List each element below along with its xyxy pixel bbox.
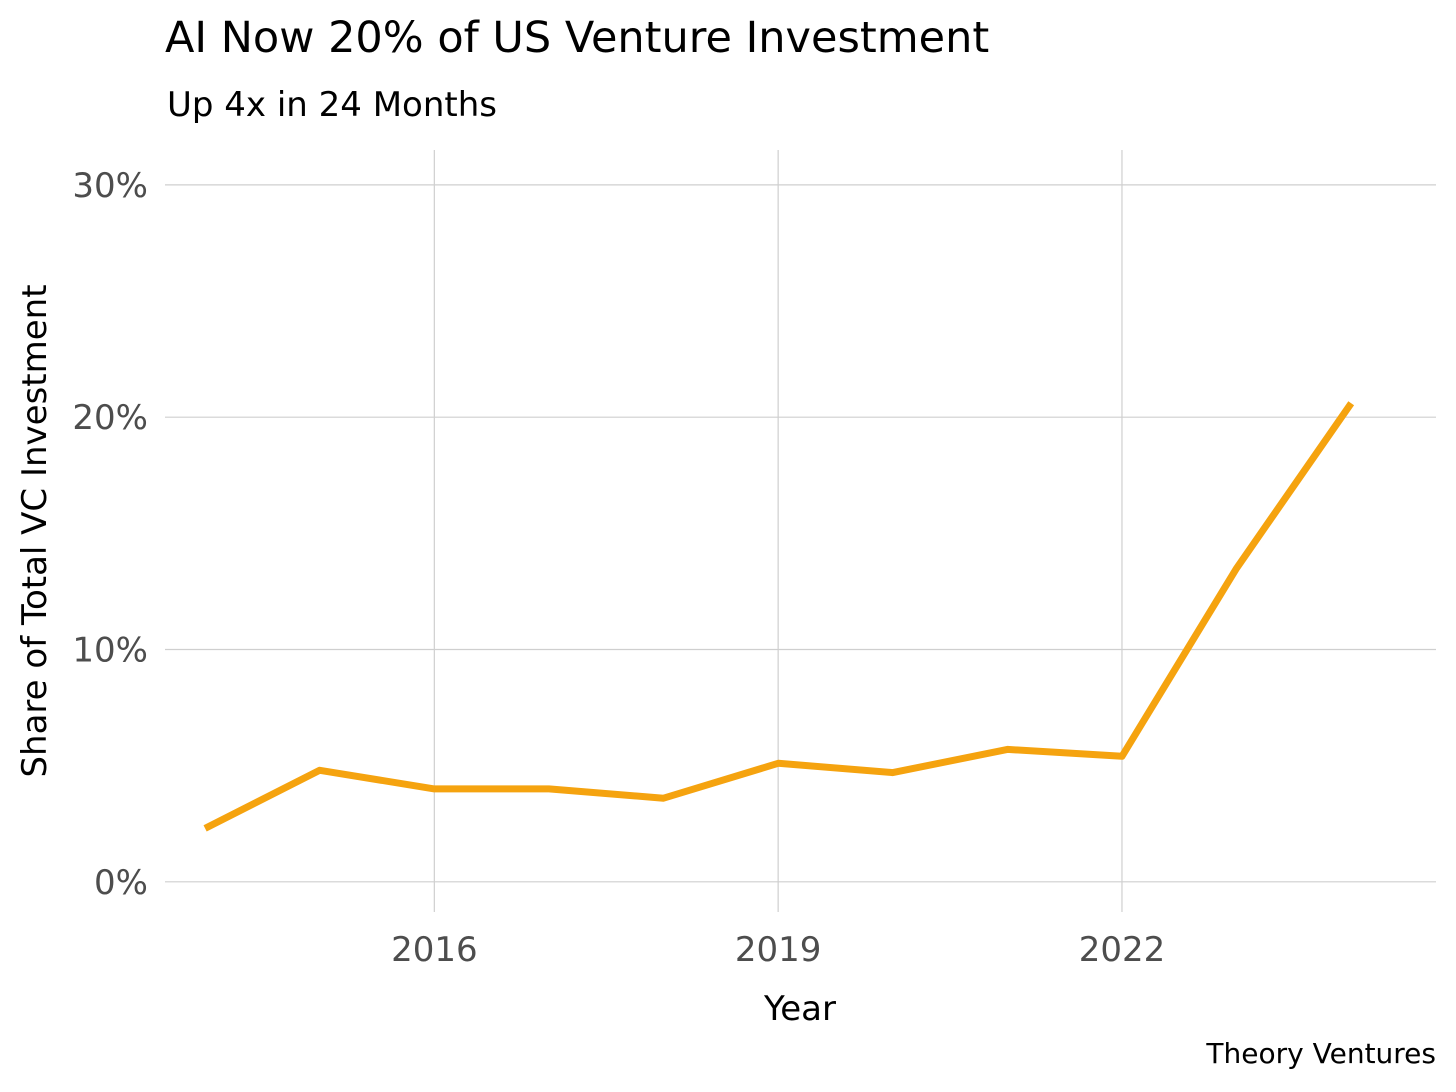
chart-subtitle: Up 4x in 24 Months	[167, 85, 497, 125]
y-tick-label: 30%	[72, 166, 148, 206]
y-tick-label: 20%	[72, 398, 148, 438]
y-axis-ticks: 0% 10% 20% 30%	[72, 166, 148, 903]
chart-caption: Theory Ventures	[1205, 1037, 1436, 1070]
x-tick-label: 2016	[391, 930, 478, 970]
series-layer	[203, 401, 1355, 832]
y-tick-label: 10%	[72, 630, 148, 670]
x-tick-label: 2019	[735, 930, 822, 970]
x-axis-title: Year	[763, 989, 836, 1029]
y-axis-title: Share of Total VC Investment	[15, 284, 55, 777]
series-line	[203, 401, 1355, 832]
chart-title: AI Now 20% of US Venture Investment	[165, 13, 989, 63]
y-tick-label: 0%	[94, 863, 148, 903]
x-axis-ticks: 2016 2019 2022	[391, 930, 1165, 970]
x-tick-label: 2022	[1079, 930, 1166, 970]
grid	[165, 150, 1436, 912]
